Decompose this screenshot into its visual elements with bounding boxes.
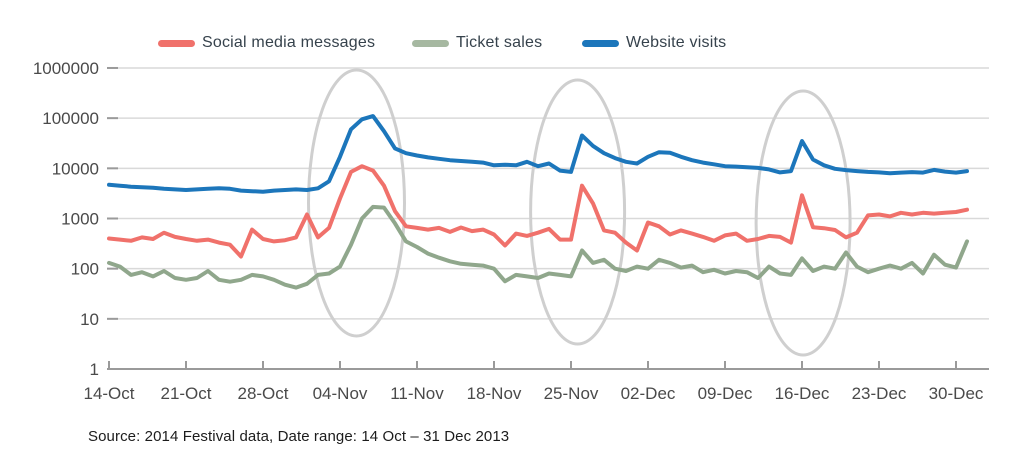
x-tick-label: 21-Oct [160,384,211,403]
legend-label-website-visits: Website visits [626,34,727,51]
x-tick-label: 18-Nov [467,384,522,403]
y-tick-label: 10 [80,310,99,329]
x-tick-label: 11-Nov [390,384,444,403]
x-tick-label: 23-Dec [852,384,907,403]
legend-item-ticket-sales: Ticket sales [412,32,542,54]
series-line-website-visits [107,114,969,194]
x-tick-label: 04-Nov [313,384,368,403]
x-tick-label: 30-Dec [929,384,984,403]
legend-item-social-media-messages: Social media messages [158,32,375,54]
source-note: Source: 2014 Festival data, Date range: … [88,428,510,445]
legend-label-social-media-messages: Social media messages [202,34,376,51]
legend-swatch-website-visits [582,39,619,47]
chart-legend: Social media messages Ticket sales Websi… [0,32,1024,54]
x-tick-label: 25-Nov [544,384,599,403]
x-tick-label: 14-Oct [83,384,134,403]
legend-swatch-ticket-sales [412,39,449,47]
x-tick-label: 09-Dec [698,384,753,403]
y-tick-label: 1000000 [33,59,99,78]
y-tick-label: 100 [71,260,99,279]
series-line-ticket-sales [107,204,969,290]
x-tick-label: 02-Dec [621,384,676,403]
y-tick-label: 10000 [52,159,99,178]
legend-item-website-visits: Website visits [582,32,726,54]
highlight-ellipse [529,78,627,346]
legend-label-ticket-sales: Ticket sales [456,34,543,51]
series-line-social-media-messages [107,164,969,259]
highlight-ellipse [754,89,852,357]
x-tick-label: 16-Dec [775,384,830,403]
legend-swatch-social-media-messages [158,39,195,47]
y-tick-label: 100000 [42,109,99,128]
y-tick-label: 1000 [61,209,99,228]
y-tick-label: 1 [90,360,99,379]
x-tick-label: 28-Oct [237,384,288,403]
highlight-ellipse [307,68,406,338]
